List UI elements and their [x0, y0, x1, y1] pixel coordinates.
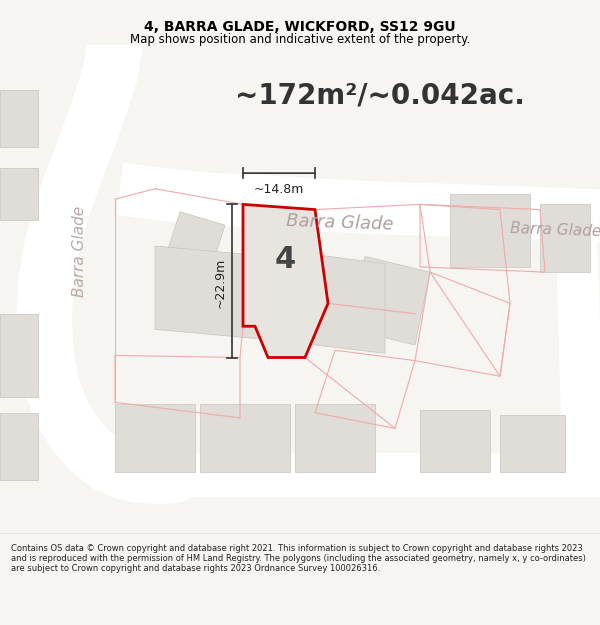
Text: Contains OS data © Crown copyright and database right 2021. This information is : Contains OS data © Crown copyright and d…: [11, 544, 586, 573]
Text: 4: 4: [274, 245, 296, 274]
Bar: [295, 404, 375, 472]
Text: ~22.9m: ~22.9m: [214, 258, 227, 308]
Bar: [540, 204, 590, 272]
Text: 4, BARRA GLADE, WICKFORD, SS12 9GU: 4, BARRA GLADE, WICKFORD, SS12 9GU: [144, 20, 456, 34]
Polygon shape: [243, 204, 328, 358]
Bar: [0, 314, 38, 397]
Bar: [115, 404, 195, 472]
Text: Barra Glade: Barra Glade: [286, 213, 394, 234]
Bar: [0, 168, 38, 220]
Bar: [0, 412, 38, 481]
Bar: [200, 404, 290, 472]
Bar: [420, 409, 490, 472]
Bar: [500, 415, 565, 472]
Polygon shape: [350, 256, 430, 345]
Bar: [0, 90, 38, 147]
Polygon shape: [155, 246, 270, 340]
Polygon shape: [160, 212, 225, 288]
Text: Barra Glade: Barra Glade: [73, 206, 88, 297]
Text: ~14.8m: ~14.8m: [254, 183, 304, 196]
Polygon shape: [290, 251, 385, 353]
Bar: [450, 194, 530, 267]
Text: Barra Glade: Barra Glade: [510, 221, 600, 239]
Text: Map shows position and indicative extent of the property.: Map shows position and indicative extent…: [130, 33, 470, 46]
Text: ~172m²/~0.042ac.: ~172m²/~0.042ac.: [235, 81, 525, 109]
